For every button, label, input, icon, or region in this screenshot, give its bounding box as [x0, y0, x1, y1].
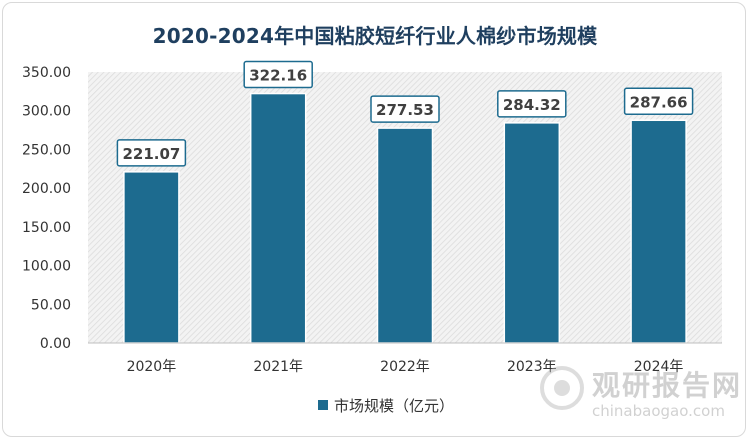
watermark: 观研报告网 chinabaogao.com	[540, 360, 740, 430]
bar	[503, 122, 561, 344]
bar	[123, 171, 180, 344]
chart-title: 2020-2024年中国粘胶短纤行业人棉纱市场规模	[152, 24, 598, 48]
data-label-box	[243, 60, 313, 89]
y-tick-label: 250.00	[22, 142, 71, 158]
y-tick-label: 200.00	[22, 181, 71, 197]
y-tick-label: 150.00	[22, 220, 71, 236]
watermark-name: 观研报告网	[592, 369, 743, 402]
bar	[376, 127, 434, 344]
y-tick-label: 100.00	[22, 259, 71, 275]
x-tick-label: 2023年	[507, 359, 557, 375]
data-label-box	[497, 90, 567, 118]
y-tick-label: 50.00	[31, 297, 71, 313]
legend-label: 市场规模（亿元）	[334, 396, 455, 415]
data-label-box	[623, 87, 694, 116]
y-axis: 0.00 50.00 100.00 150.00 200.00 250.00 300.00 3…	[22, 65, 71, 352]
legend-swatch	[318, 400, 328, 410]
watermark-site: chinabaogao.com	[592, 402, 725, 420]
watermark-logo-icon	[540, 366, 584, 410]
data-label: 221.07	[122, 145, 180, 163]
data-label: 277.53	[376, 101, 434, 119]
bar	[630, 119, 687, 344]
data-label: 287.66	[630, 93, 688, 111]
data-label: 322.16	[249, 67, 307, 85]
x-axis: 2020年 2021年 2022年 2023年 2024年	[88, 342, 722, 375]
x-tick-label: 2024年	[634, 359, 684, 375]
legend: 市场规模（亿元）	[318, 391, 455, 419]
y-tick-label: 350.00	[22, 65, 71, 81]
x-tick-label: 2021年	[253, 359, 303, 375]
data-label-box	[116, 139, 187, 167]
x-tick-label: 2020年	[127, 359, 177, 375]
y-tick-label: 300.00	[22, 104, 71, 120]
data-label-box	[370, 95, 440, 123]
bars	[123, 92, 687, 344]
x-tick-label: 2022年	[380, 359, 430, 375]
y-tick-label: 0.00	[40, 336, 71, 352]
data-labels: 221.07 322.16 277.53 284.32 287.66	[116, 60, 694, 167]
data-label: 284.32	[503, 96, 561, 114]
bar	[249, 92, 307, 344]
